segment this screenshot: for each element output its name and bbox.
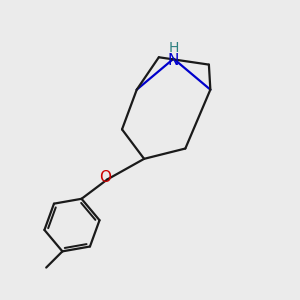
Text: H: H (168, 40, 179, 55)
Text: O: O (99, 169, 111, 184)
Text: N: N (168, 53, 179, 68)
